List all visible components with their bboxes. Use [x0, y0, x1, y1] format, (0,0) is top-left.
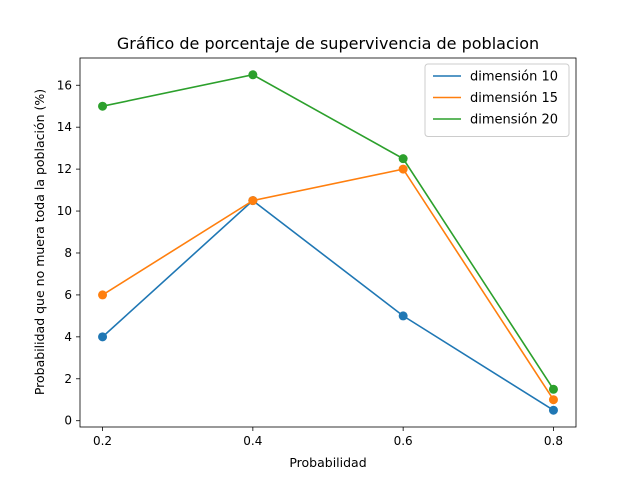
y-tick-label: 4 — [64, 330, 72, 344]
y-tick-label: 8 — [64, 246, 72, 260]
x-tick-label: 0.2 — [93, 434, 112, 448]
y-tick-label: 10 — [57, 204, 72, 218]
x-axis: 0.2 0.4 0.6 0.8 — [93, 427, 563, 448]
data-point — [98, 290, 108, 300]
data-point — [398, 311, 408, 321]
legend-label: dimensión 20 — [470, 113, 558, 128]
x-tick-label: 0.8 — [544, 434, 563, 448]
data-point — [98, 332, 108, 342]
x-tick-label: 0.6 — [394, 434, 413, 448]
series-2 — [98, 164, 558, 405]
plot-frame — [79, 57, 577, 428]
data-point — [248, 196, 258, 206]
y-tick-label: 14 — [57, 120, 72, 134]
data-point — [398, 154, 408, 164]
y-axis: 0 2 4 6 8 10 12 14 16 — [57, 78, 80, 428]
y-tick-label: 2 — [64, 372, 72, 386]
series-line — [102, 199, 554, 411]
y-tick-label: 12 — [57, 162, 72, 176]
y-axis-label: Probabilidad que no muera toda la poblac… — [32, 89, 47, 395]
y-tick-label: 16 — [57, 78, 72, 92]
series-line — [102, 168, 555, 401]
series-layer — [98, 70, 558, 415]
series-3 — [98, 70, 558, 394]
data-point — [248, 70, 258, 80]
data-point — [548, 384, 558, 394]
y-tick-label: 0 — [64, 414, 72, 428]
series-1 — [98, 196, 558, 415]
legend: dimensión 10 dimensión 15 dimensión 20 — [424, 63, 570, 137]
x-tick-label: 0.4 — [243, 434, 262, 448]
y-tick-label: 6 — [64, 288, 72, 302]
x-axis-label: Probabilidad — [289, 455, 366, 470]
data-point — [98, 101, 108, 111]
data-point — [398, 164, 408, 174]
legend-label: dimensión 15 — [470, 91, 558, 106]
data-point — [548, 395, 558, 405]
chart-title: Gráfico de porcentaje de supervivencia d… — [117, 34, 539, 53]
data-point — [548, 405, 558, 415]
plot-area — [79, 57, 577, 428]
legend-label: dimensión 10 — [470, 70, 558, 85]
series-line — [102, 73, 555, 390]
